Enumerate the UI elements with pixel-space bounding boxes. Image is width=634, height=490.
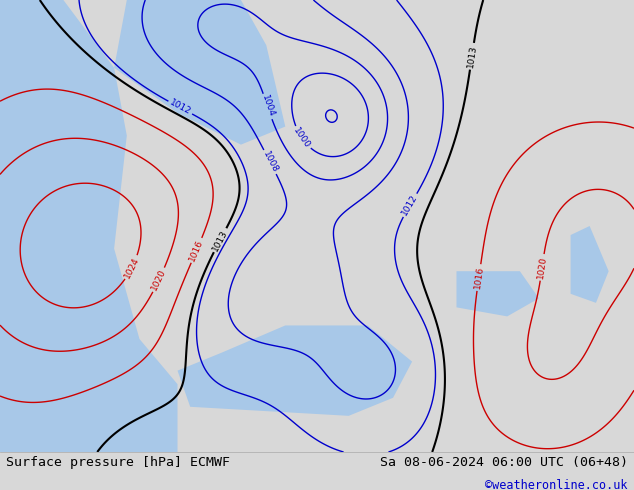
Text: Surface pressure [hPa] ECMWF: Surface pressure [hPa] ECMWF — [6, 456, 230, 469]
Polygon shape — [0, 0, 178, 452]
Text: 1012: 1012 — [168, 98, 193, 117]
Polygon shape — [114, 0, 285, 145]
Polygon shape — [456, 271, 539, 317]
Text: 1008: 1008 — [261, 150, 280, 174]
Text: ©weatheronline.co.uk: ©weatheronline.co.uk — [485, 479, 628, 490]
Text: 1020: 1020 — [150, 268, 168, 292]
Text: 1016: 1016 — [188, 238, 205, 263]
Text: Sa 08-06-2024 06:00 UTC (06+48): Sa 08-06-2024 06:00 UTC (06+48) — [380, 456, 628, 469]
Text: 1000: 1000 — [292, 126, 312, 150]
Text: 1013: 1013 — [210, 228, 230, 252]
Text: 1016: 1016 — [473, 266, 485, 290]
Text: 1013: 1013 — [466, 44, 478, 68]
Text: 1004: 1004 — [259, 94, 276, 119]
Polygon shape — [178, 325, 412, 416]
Text: 1024: 1024 — [123, 255, 141, 280]
Polygon shape — [571, 226, 609, 303]
Text: 1012: 1012 — [400, 193, 420, 218]
Text: 1020: 1020 — [536, 255, 548, 279]
